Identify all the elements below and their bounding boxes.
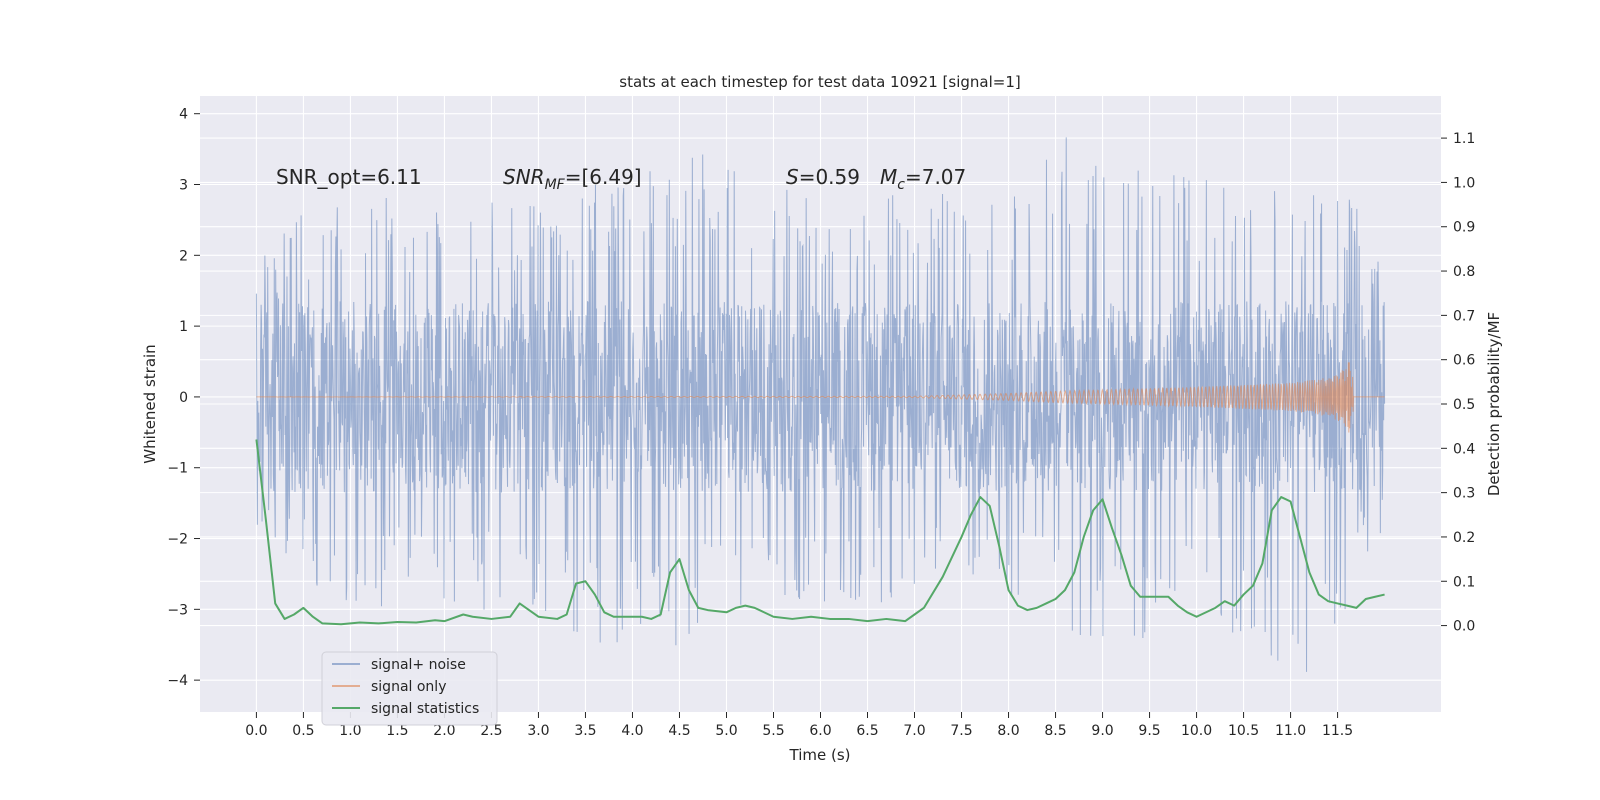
annotation-snr-opt: SNR_opt=6.11	[276, 165, 422, 189]
y-tick-label-right: 0.7	[1453, 308, 1475, 324]
y-tick-label-right: 1.1	[1453, 131, 1475, 147]
y-tick-label-left: 0	[179, 390, 188, 406]
annotation-s-value: =0.59	[799, 165, 860, 189]
y-tick-label-left: −2	[167, 532, 188, 548]
x-tick-label: 4.5	[668, 723, 690, 739]
y-tick-label-left: −1	[167, 461, 188, 477]
y-tick-label-right: 0.0	[1453, 619, 1475, 635]
annotation-snr-mf-subscript: MF	[545, 177, 566, 193]
x-tick-label: 9.5	[1138, 723, 1160, 739]
y-tick-label-right: 0.4	[1453, 441, 1475, 457]
x-tick-label: 10.5	[1228, 723, 1259, 739]
x-tick-label: 11.0	[1275, 723, 1306, 739]
y-tick-label-right: 0.6	[1453, 353, 1475, 369]
chart-title: stats at each timestep for test data 109…	[619, 73, 1020, 91]
y-tick-label-right: 1.0	[1453, 175, 1475, 191]
annotation-snr-mf: SNRMF=[6.49]	[503, 165, 642, 193]
annotation-mc-symbol: M	[880, 165, 897, 189]
x-tick-label: 8.5	[1044, 723, 1066, 739]
y-tick-label-right: 0.3	[1453, 486, 1475, 502]
annotation-s-symbol: S	[786, 165, 799, 189]
y-tick-label-left: −4	[167, 673, 188, 689]
signal-noise-line	[255, 137, 1386, 672]
x-tick-label: 0.0	[245, 723, 267, 739]
y-axis-label-left: Whitened strain	[141, 344, 159, 463]
x-tick-label: 4.0	[621, 723, 643, 739]
annotation-snr-mf-symbol: SNR	[503, 165, 545, 189]
y-tick-label-right: 0.2	[1453, 530, 1475, 546]
x-tick-label: 2.0	[433, 723, 455, 739]
y-tick-label-right: 0.1	[1453, 574, 1475, 590]
y-tick-label-right: 0.5	[1453, 397, 1475, 413]
y-tick-label-left: −3	[167, 602, 188, 618]
y-tick-label-left: 4	[179, 107, 188, 123]
x-tick-label: 5.0	[715, 723, 737, 739]
signal-only-line	[256, 362, 1385, 433]
x-tick-label: 6.5	[856, 723, 878, 739]
x-tick-label: 8.0	[997, 723, 1019, 739]
x-tick-label: 11.5	[1322, 723, 1353, 739]
x-tick-label: 5.5	[762, 723, 784, 739]
x-tick-label: 2.5	[480, 723, 502, 739]
legend-label-signal-statistics: signal statistics	[371, 701, 479, 717]
legend-box	[321, 651, 498, 726]
x-tick-label: 9.0	[1091, 723, 1113, 739]
y-tick-label-left: 2	[179, 248, 188, 264]
signal-statistics-series	[255, 439, 1385, 626]
y-axis-label-right: Detection probability/MF	[1485, 312, 1503, 496]
x-tick-label: 0.5	[292, 723, 314, 739]
signal-statistics-line	[255, 439, 1385, 626]
signal-noise-series	[255, 137, 1386, 672]
x-tick-label: 10.0	[1181, 723, 1212, 739]
annotation-s: S=0.59	[786, 165, 860, 189]
x-tick-label: 1.5	[386, 723, 408, 739]
annotation-mc-subscript: c	[897, 177, 905, 193]
annotation-snr-mf-value: =[6.49]	[565, 165, 642, 189]
y-tick-label-left: 1	[179, 319, 188, 335]
annotation-mc: Mc=7.07	[880, 165, 966, 193]
annotations: SNR_opt=6.11 SNRMF=[6.49] S=0.59 Mc=7.07	[276, 165, 966, 193]
x-tick-label: 3.5	[574, 723, 596, 739]
legend: signal+ noise signal only signal statist…	[321, 651, 498, 726]
y-tick-label-right: 0.8	[1453, 264, 1475, 280]
x-axis-label: Time (s)	[789, 746, 851, 764]
x-tick-label: 6.0	[809, 723, 831, 739]
y-tick-label-right: 0.9	[1453, 220, 1475, 236]
legend-label-signal-noise: signal+ noise	[371, 657, 466, 673]
x-tick-label: 7.5	[950, 723, 972, 739]
legend-label-signal-only: signal only	[371, 679, 446, 695]
signal-only-series	[256, 362, 1385, 433]
x-tick-label: 3.0	[527, 723, 549, 739]
x-tick-label: 7.0	[903, 723, 925, 739]
x-tick-label: 1.0	[339, 723, 361, 739]
annotation-mc-value: =7.07	[905, 165, 966, 189]
axes: 0.0 0.5 1.0 1.5 2.0 2.5 3.0 3.5 4.0 4.5 5.0 5.5 6.0 6…	[167, 107, 1475, 739]
y-tick-label-left: 3	[179, 178, 188, 194]
